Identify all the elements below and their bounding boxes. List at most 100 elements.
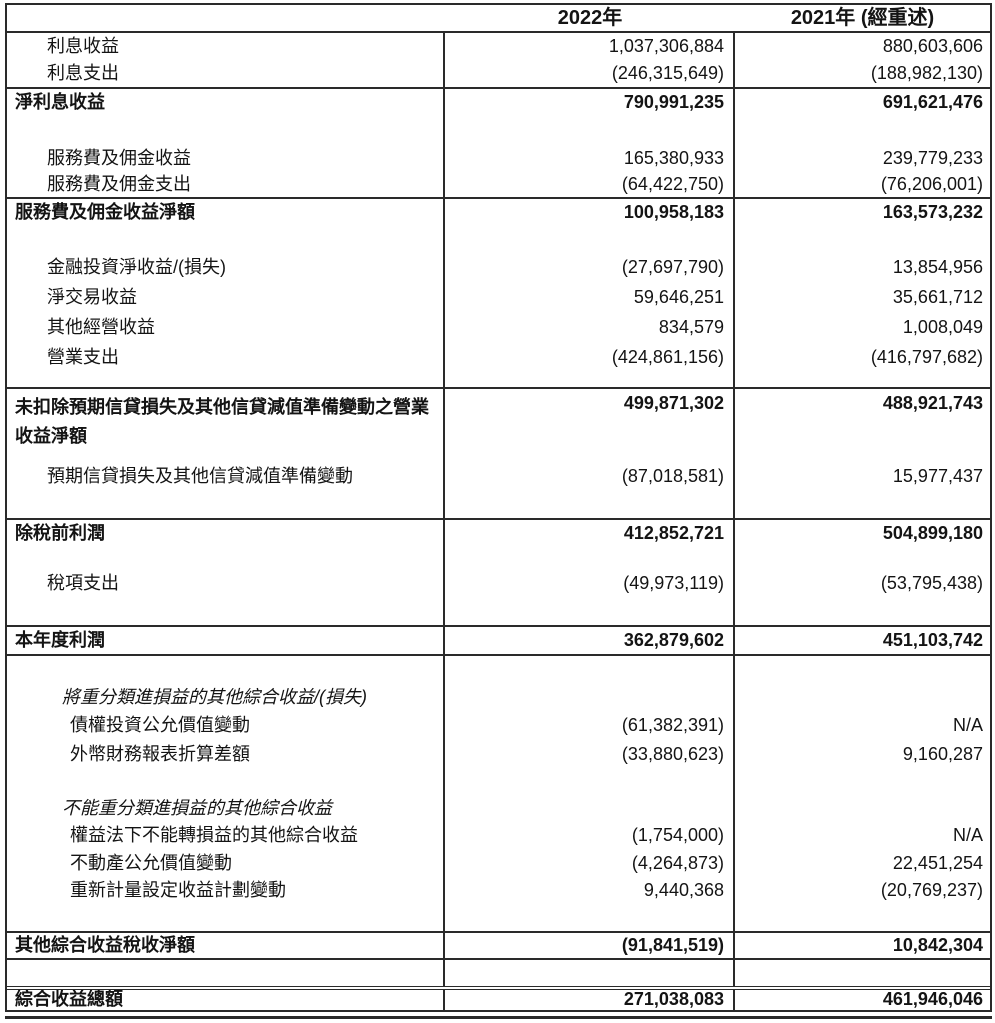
row-label xyxy=(7,226,445,253)
value-2021: N/A xyxy=(952,714,983,735)
line-item-row: 利息支出 (246,315,649) (188,982,130) xyxy=(7,61,990,87)
row-label: 其他綜合收益稅收淨額 xyxy=(7,933,445,958)
line-item-row: 其他經營收益 834,579 1,008,049 xyxy=(7,313,990,343)
row-label xyxy=(7,769,445,796)
value-2021: 880,603,606 xyxy=(882,36,983,57)
spacer-row xyxy=(7,904,990,931)
row-label: 重新計量設定收益計劃變動 xyxy=(7,877,445,904)
value-2021 xyxy=(735,960,990,986)
value-2021: (20,769,237) xyxy=(880,879,983,900)
row-label: 利息收益 xyxy=(7,33,445,61)
subtotal-row: 服務費及佣金收益淨額 100,958,183 163,573,232 xyxy=(7,197,990,226)
value-2021: (76,206,001) xyxy=(880,173,983,194)
line-item-row: 權益法下不能轉損益的其他綜合收益 (1,754,000) N/A xyxy=(7,822,990,850)
row-label: 營業支出 xyxy=(7,343,445,373)
line-item-row: 服務費及佣金收益 165,380,933 239,779,233 xyxy=(7,145,990,172)
value-2021: 13,854,956 xyxy=(892,257,983,278)
row-label xyxy=(7,445,445,463)
line-item-row: 金融投資淨收益/(損失) (27,697,790) 13,854,956 xyxy=(7,253,990,283)
value-2021: 461,946,046 xyxy=(882,990,983,1010)
line-item-row: 服務費及佣金支出 (64,422,750) (76,206,001) xyxy=(7,172,990,197)
row-label: 權益法下不能轉損益的其他綜合收益 xyxy=(7,822,445,850)
row-label: 綜合收益總額 xyxy=(7,990,445,1010)
row-label: 服務費及佣金支出 xyxy=(7,172,445,197)
subtotal-row: 綜合收益總額 271,038,083 461,946,046 xyxy=(7,986,990,1010)
value-2022 xyxy=(445,445,735,463)
value-2022 xyxy=(445,226,735,253)
value-2022: (424,861,156) xyxy=(445,343,735,373)
row-label: 服務費及佣金收益淨額 xyxy=(7,199,445,226)
subtotal-row: 未扣除預期信貸損失及其他信貸減值準備變動之營業收益淨額 499,871,302 48… xyxy=(7,387,990,445)
value-2022: 412,852,721 xyxy=(445,520,735,548)
line-item-row: 外幣財務報表折算差額 (33,880,623) 9,160,287 xyxy=(7,740,990,769)
row-label xyxy=(7,904,445,931)
value-2022 xyxy=(445,656,735,685)
value-2022 xyxy=(445,598,735,625)
value-2022: 834,579 xyxy=(445,313,735,343)
value-2022: 1,037,306,884 xyxy=(445,33,735,61)
row-label xyxy=(7,491,445,518)
value-2021 xyxy=(735,904,990,931)
value-2022 xyxy=(445,685,735,711)
value-2021: 35,661,712 xyxy=(892,287,983,308)
table-header-row: 2022年 2021年 (經重述) xyxy=(7,5,990,33)
subtotal-row: 本年度利潤 362,879,602 451,103,742 xyxy=(7,625,990,656)
value-2021: 15,977,437 xyxy=(892,466,983,487)
value-2022 xyxy=(445,796,735,822)
line-item-row: 淨交易收益 59,646,251 35,661,712 xyxy=(7,283,990,313)
row-label: 利息支出 xyxy=(7,61,445,87)
spacer-row xyxy=(7,116,990,145)
value-2022: (27,697,790) xyxy=(445,253,735,283)
subtotal-row: 其他綜合收益稅收淨額 (91,841,519) 10,842,304 xyxy=(7,931,990,960)
row-label xyxy=(7,960,445,986)
column-header-2021-restated: 2021年 (經重述) xyxy=(790,7,935,29)
value-2021 xyxy=(735,491,990,518)
table-body: 利息收益 1,037,306,884 880,603,606 利息支出 (246,315… xyxy=(7,33,990,1010)
row-label: 不動產公允價值變動 xyxy=(7,850,445,877)
value-2022 xyxy=(445,769,735,796)
value-2021 xyxy=(735,598,990,625)
value-2021 xyxy=(735,548,990,570)
row-label: 本年度利潤 xyxy=(7,627,445,654)
value-2021: (416,797,682) xyxy=(870,347,983,368)
value-2022: 9,440,368 xyxy=(445,877,735,904)
row-label xyxy=(7,116,445,145)
subtotal-row: 淨利息收益 790,991,235 691,621,476 xyxy=(7,87,990,116)
value-2021: (188,982,130) xyxy=(870,63,983,84)
row-label: 不能重分類進損益的其他綜合收益 xyxy=(7,796,445,822)
value-2021 xyxy=(735,226,990,253)
value-2022: (246,315,649) xyxy=(445,61,735,87)
row-label: 服務費及佣金收益 xyxy=(7,145,445,172)
value-2022: 59,646,251 xyxy=(445,283,735,313)
value-2021: 691,621,476 xyxy=(882,91,983,112)
value-2022: (1,754,000) xyxy=(445,822,735,850)
row-label: 其他經營收益 xyxy=(7,313,445,343)
row-label xyxy=(7,373,445,387)
value-2021: 163,573,232 xyxy=(882,201,983,222)
value-2022: 100,958,183 xyxy=(445,199,735,226)
spacer-row xyxy=(7,373,990,387)
row-label xyxy=(7,548,445,570)
section-heading-row: 將重分類進損益的其他綜合收益/(損失) xyxy=(7,685,990,711)
spacer-row xyxy=(7,598,990,625)
value-2022 xyxy=(445,373,735,387)
line-item-row: 債權投資公允價值變動 (61,382,391) N/A xyxy=(7,711,990,740)
spacer-row xyxy=(7,960,990,986)
value-2022 xyxy=(445,548,735,570)
value-2022 xyxy=(445,904,735,931)
header-label-spacer xyxy=(7,5,445,31)
row-label: 外幣財務報表折算差額 xyxy=(7,740,445,769)
spacer-row xyxy=(7,491,990,518)
line-item-row: 稅項支出 (49,973,119) (53,795,438) xyxy=(7,570,990,598)
income-statement-table: 2022年 2021年 (經重述) 利息收益 1,037,306,884 880,6… xyxy=(5,3,992,1012)
value-2021: 9,160,287 xyxy=(902,743,983,764)
value-2021: 1,008,049 xyxy=(902,317,983,338)
row-label xyxy=(7,598,445,625)
value-2021 xyxy=(735,116,990,145)
value-2021: 239,779,233 xyxy=(882,147,983,168)
row-label: 未扣除預期信貸損失及其他信貸減值準備變動之營業收益淨額 xyxy=(7,389,445,445)
spacer-row xyxy=(7,656,990,685)
line-item-row: 重新計量設定收益計劃變動 9,440,368 (20,769,237) xyxy=(7,877,990,904)
value-2022: 790,991,235 xyxy=(445,89,735,116)
row-label xyxy=(7,656,445,685)
